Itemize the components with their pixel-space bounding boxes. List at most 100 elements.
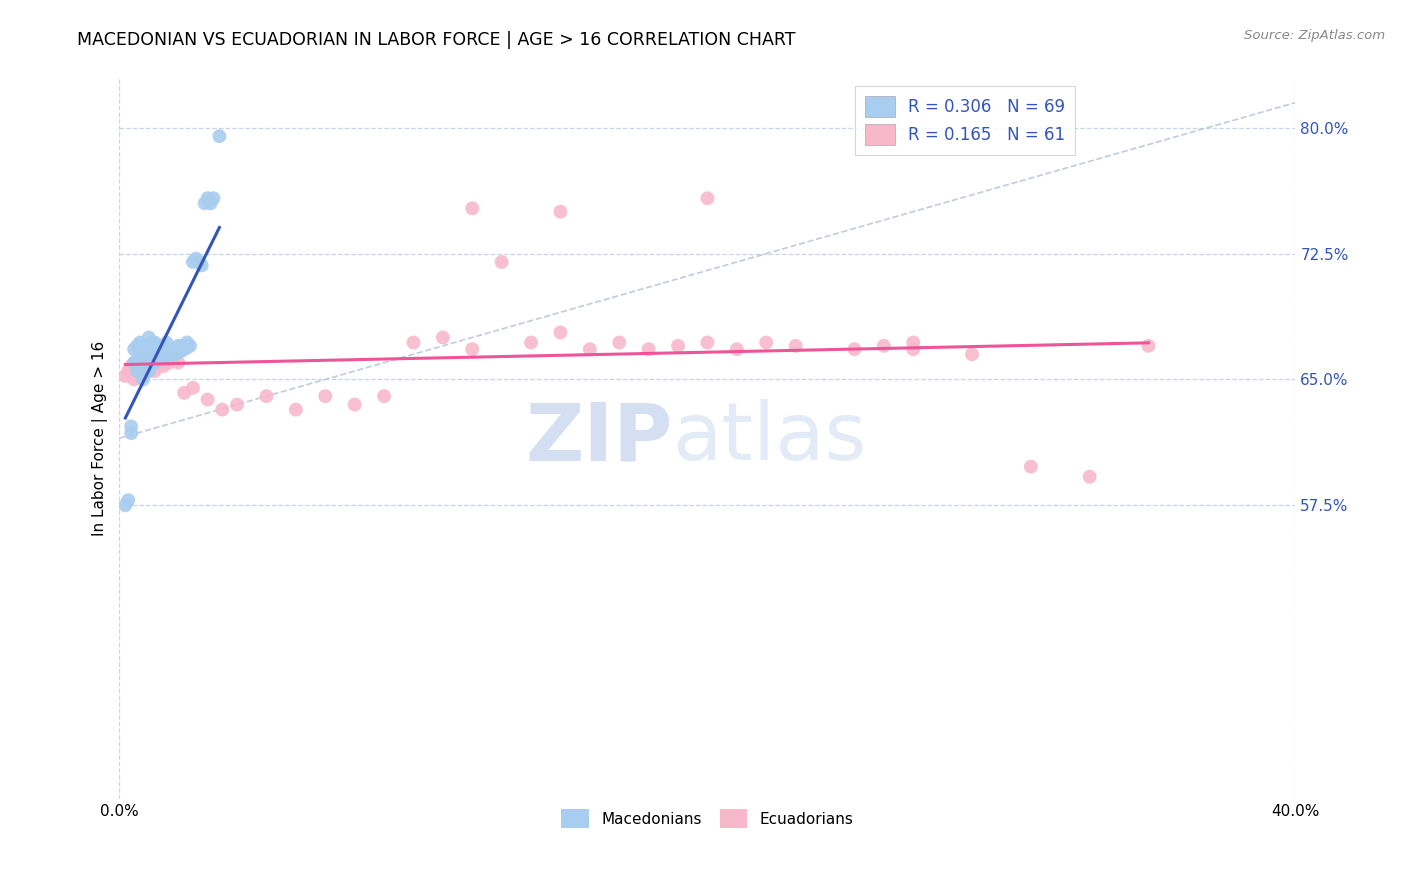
Point (179, 339, 201, 353)
Point (132, 372, 155, 386)
Point (135, 356, 157, 370)
Point (152, 359, 174, 373)
Point (184, 252, 207, 266)
Point (122, 372, 145, 386)
Point (149, 347, 172, 361)
Point (373, 389, 395, 403)
Point (143, 356, 166, 370)
Point (138, 330, 160, 344)
Point (132, 352, 155, 367)
Point (579, 343, 602, 357)
Point (138, 347, 160, 361)
Point (167, 339, 190, 353)
Point (755, 335, 778, 350)
Legend: Macedonians, Ecuadorians: Macedonians, Ecuadorians (555, 803, 859, 835)
Point (1078, 469, 1101, 483)
Point (146, 347, 169, 361)
Point (152, 347, 174, 361)
Point (785, 339, 807, 353)
Point (157, 356, 180, 370)
Point (143, 347, 166, 361)
Point (200, 196, 222, 211)
Point (125, 364, 148, 378)
Point (141, 352, 163, 367)
Point (314, 389, 336, 403)
Point (167, 345, 190, 359)
Text: MACEDONIAN VS ECUADORIAN IN LABOR FORCE | AGE > 16 CORRELATION CHART: MACEDONIAN VS ECUADORIAN IN LABOR FORCE … (77, 31, 796, 49)
Point (125, 339, 148, 353)
Text: ZIP: ZIP (524, 399, 672, 477)
Point (903, 335, 925, 350)
Point (197, 191, 219, 205)
Point (146, 359, 169, 373)
Point (152, 351, 174, 365)
Point (520, 335, 543, 350)
Point (146, 352, 169, 367)
Point (550, 204, 572, 219)
Point (135, 359, 157, 373)
Point (135, 352, 157, 367)
Point (725, 343, 748, 357)
Point (461, 202, 484, 216)
Point (155, 335, 177, 350)
Point (844, 343, 866, 357)
Point (343, 398, 366, 412)
Point (176, 341, 198, 355)
Point (120, 359, 142, 373)
Point (167, 356, 190, 370)
Point (132, 356, 155, 370)
Point (696, 191, 718, 205)
Point (187, 255, 209, 269)
Point (1137, 339, 1160, 353)
Point (176, 335, 198, 350)
Point (960, 347, 983, 361)
Point (135, 347, 157, 361)
Point (194, 196, 217, 211)
Point (129, 359, 152, 373)
Point (141, 347, 163, 361)
Point (162, 343, 184, 357)
Point (155, 347, 177, 361)
Point (138, 356, 160, 370)
Point (122, 343, 145, 357)
Point (141, 356, 163, 370)
Point (143, 356, 166, 370)
Text: atlas: atlas (672, 399, 866, 477)
Point (696, 335, 718, 350)
Point (165, 343, 187, 357)
Point (135, 339, 157, 353)
Point (211, 402, 233, 417)
Point (149, 352, 172, 367)
Point (146, 352, 169, 367)
Point (155, 352, 177, 367)
Point (122, 356, 145, 370)
Point (129, 359, 152, 373)
Point (461, 343, 484, 357)
Point (903, 343, 925, 357)
Point (138, 339, 160, 353)
Point (146, 339, 169, 353)
Point (143, 343, 166, 357)
Point (114, 498, 136, 512)
Point (226, 398, 249, 412)
Point (170, 339, 193, 353)
Point (155, 343, 177, 357)
Y-axis label: In Labor Force | Age > 16: In Labor Force | Age > 16 (93, 341, 108, 536)
Point (120, 426, 142, 441)
Point (1019, 459, 1042, 474)
Point (149, 356, 172, 370)
Point (637, 343, 659, 357)
Point (132, 364, 155, 378)
Point (129, 352, 152, 367)
Point (138, 356, 160, 370)
Point (402, 335, 425, 350)
Point (120, 419, 142, 434)
Point (550, 326, 572, 340)
Point (143, 335, 166, 350)
Point (181, 381, 204, 395)
Point (256, 389, 278, 403)
Point (173, 339, 195, 353)
Point (208, 129, 231, 144)
Point (173, 385, 195, 400)
Point (149, 339, 172, 353)
